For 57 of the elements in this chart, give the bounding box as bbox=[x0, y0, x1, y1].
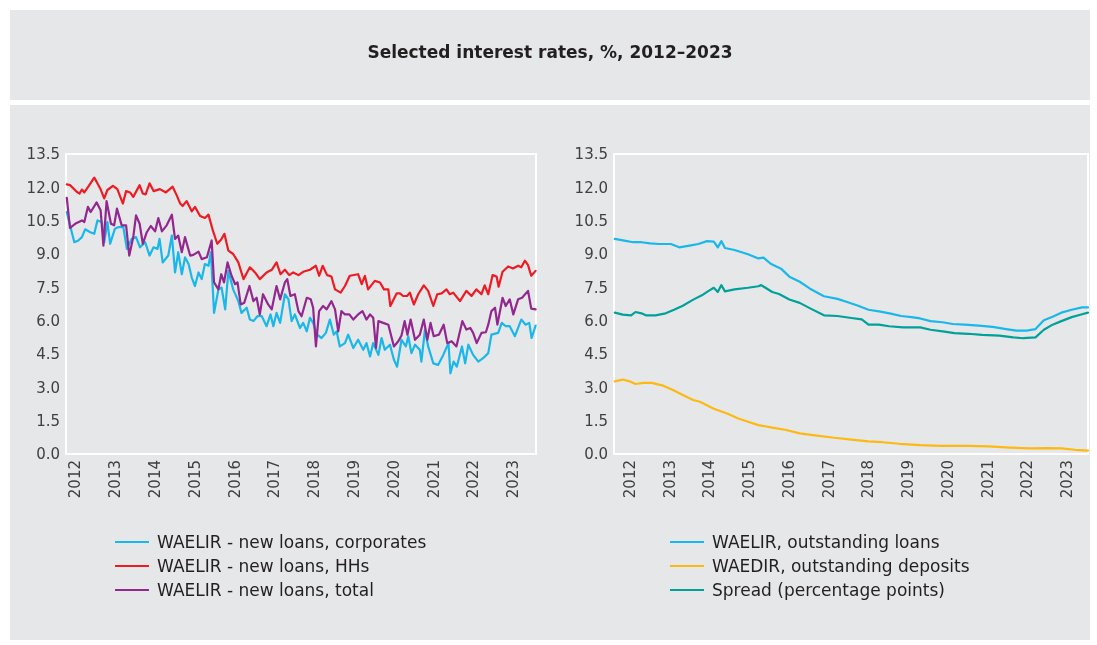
line-series bbox=[65, 196, 537, 350]
y-tick-label: 4.5 bbox=[36, 345, 60, 364]
x-tick-label: 2023 bbox=[504, 460, 523, 499]
y-tick-label: 10.5 bbox=[574, 211, 608, 230]
legend-label: WAELIR - new loans, HHs bbox=[157, 555, 370, 576]
legend-label: WAELIR - new loans, total bbox=[157, 579, 374, 600]
y-tick-label: 7.5 bbox=[36, 278, 60, 297]
legend-label: Spread (percentage points) bbox=[712, 579, 945, 600]
x-tick-label: 2016 bbox=[779, 460, 798, 499]
y-tick-label: 12.0 bbox=[574, 178, 608, 197]
line-series bbox=[613, 237, 1090, 332]
x-tick-label: 2019 bbox=[899, 460, 918, 499]
y-tick-label: 12.0 bbox=[26, 178, 60, 197]
line-series bbox=[65, 210, 537, 375]
x-tick-label: 2014 bbox=[700, 460, 719, 499]
y-tick-label: 0.0 bbox=[584, 445, 608, 464]
x-tick-label: 2020 bbox=[938, 460, 957, 499]
y-tick-label: 13.5 bbox=[574, 145, 608, 164]
x-tick-label: 2013 bbox=[106, 460, 125, 499]
y-tick-label: 3.0 bbox=[584, 378, 608, 397]
y-tick-label: 4.5 bbox=[584, 345, 608, 364]
x-tick-label: 2022 bbox=[464, 460, 483, 499]
x-tick-label: 2020 bbox=[384, 460, 403, 499]
x-tick-label: 2017 bbox=[265, 460, 284, 499]
y-tick-label: 1.5 bbox=[584, 411, 608, 430]
x-tick-label: 2017 bbox=[819, 460, 838, 499]
x-tick-label: 2022 bbox=[1018, 460, 1037, 499]
y-tick-label: 3.0 bbox=[36, 378, 60, 397]
y-tick-label: 7.5 bbox=[584, 278, 608, 297]
x-tick-label: 2023 bbox=[1058, 460, 1077, 499]
x-tick-label: 2021 bbox=[424, 460, 443, 499]
x-tick-label: 2013 bbox=[660, 460, 679, 499]
x-tick-label: 2016 bbox=[225, 460, 244, 499]
x-tick-label: 2014 bbox=[146, 460, 164, 499]
x-tick-label: 2021 bbox=[978, 460, 997, 499]
line-series bbox=[613, 284, 1090, 340]
chart-title: Selected interest rates, %, 2012–2023 bbox=[367, 42, 733, 62]
y-tick-label: 0.0 bbox=[36, 445, 60, 464]
x-tick-label: 2019 bbox=[344, 460, 363, 499]
x-tick-label: 2015 bbox=[185, 460, 204, 499]
legend-label: WAELIR - new loans, corporates bbox=[157, 531, 427, 552]
y-tick-label: 6.0 bbox=[584, 311, 608, 330]
y-tick-label: 9.0 bbox=[584, 245, 608, 264]
x-tick-label: 2012 bbox=[620, 460, 639, 499]
x-tick-label: 2018 bbox=[859, 460, 878, 499]
y-tick-label: 6.0 bbox=[36, 311, 60, 330]
y-tick-label: 13.5 bbox=[26, 145, 60, 164]
legend-label: WAEDIR, outstanding deposits bbox=[712, 555, 970, 576]
x-tick-label: 2015 bbox=[740, 460, 759, 499]
line-series bbox=[65, 176, 537, 308]
x-tick-label: 2018 bbox=[305, 460, 324, 499]
line-series bbox=[613, 378, 1090, 452]
y-tick-label: 9.0 bbox=[36, 245, 60, 264]
x-tick-label: 2012 bbox=[66, 460, 85, 499]
legend-label: WAELIR, outstanding loans bbox=[712, 531, 940, 552]
y-tick-label: 10.5 bbox=[26, 211, 60, 230]
y-tick-label: 1.5 bbox=[36, 411, 60, 430]
